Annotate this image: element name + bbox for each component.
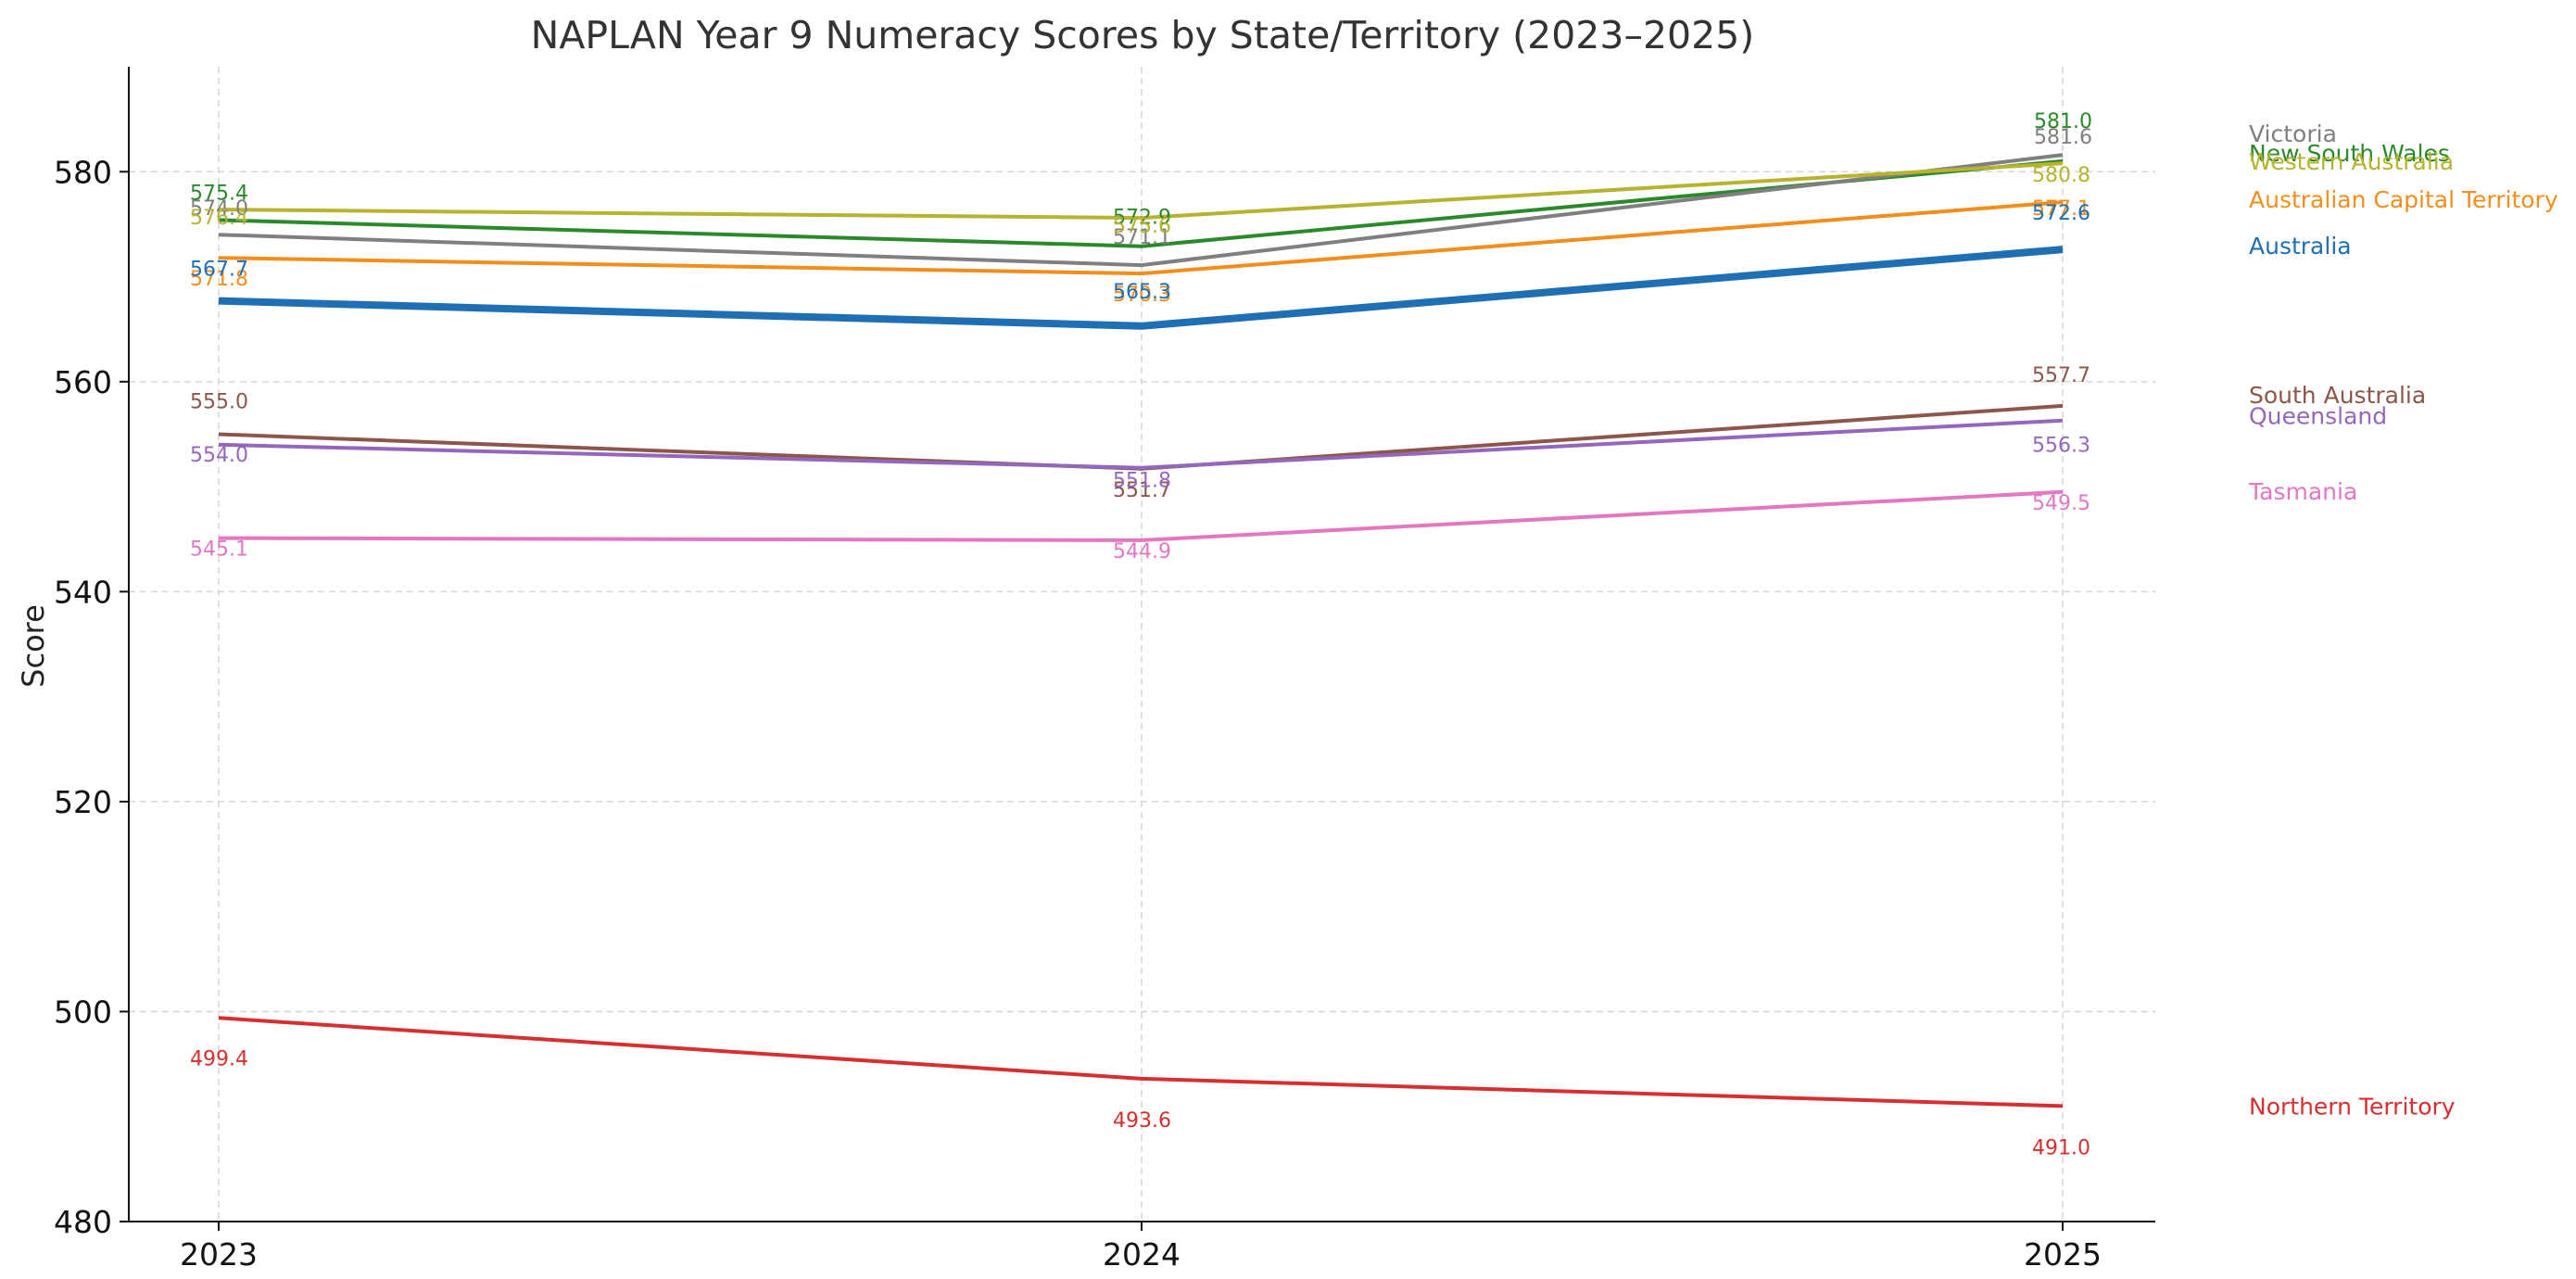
- data-label-new-south-wales: 581.0: [2034, 110, 2092, 133]
- series-lines: [218, 153, 2064, 1108]
- data-label-south-australia: 557.7: [2032, 364, 2090, 387]
- grid: [129, 67, 2155, 1222]
- data-label-australia: 567.7: [190, 259, 248, 282]
- data-label-south-australia: 555.0: [190, 390, 248, 413]
- axes: 480 500 520 540 560 580 2023 2024 2025: [54, 67, 2155, 1273]
- series-name-australia: Australia: [2249, 233, 2352, 260]
- x-tick-label: 2024: [1103, 1236, 1181, 1273]
- x-tick-label: 2025: [2024, 1236, 2102, 1273]
- data-label-new-south-wales: 572.9: [1113, 207, 1171, 230]
- chart-title: NAPLAN Year 9 Numeracy Scores by State/T…: [531, 13, 1755, 57]
- series-name-new-south-wales: New South Wales: [2249, 140, 2450, 167]
- data-label-western-australia: 575.6: [1113, 215, 1171, 238]
- series-line-new-south-wales: [218, 158, 2064, 248]
- data-label-western-australia: 580.8: [2032, 164, 2090, 187]
- data-label-south-australia: 551.7: [1113, 479, 1171, 502]
- series-name-western-australia: Western Australia: [2249, 148, 2454, 175]
- series-line-victoria: [218, 153, 2064, 268]
- y-tick-label: 560: [54, 364, 112, 400]
- data-label-victoria: 574.0: [190, 197, 248, 221]
- data-label-tasmania: 549.5: [2032, 492, 2090, 515]
- y-tick-label: 500: [54, 994, 112, 1030]
- data-label-northern-territory: 491.0: [2032, 1136, 2090, 1159]
- series-name-tasmania: Tasmania: [2248, 478, 2357, 505]
- data-label-australia: 565.3: [1113, 281, 1171, 304]
- series-name-south-australia: South Australia: [2249, 382, 2426, 409]
- y-tick-label: 580: [54, 154, 112, 190]
- data-label-australian-capital-territory: 570.3: [1113, 284, 1171, 307]
- data-label-queensland: 556.3: [2032, 435, 2090, 458]
- data-label-australian-capital-territory: 571.8: [190, 268, 248, 291]
- data-label-victoria: 581.6: [2034, 126, 2092, 149]
- series-line-australian-capital-territory: [218, 200, 2064, 276]
- y-axis-title: Score: [16, 604, 51, 688]
- data-labels: 575.4 572.9 581.0 574.0 571.1 581.6 576.4 575.6…: [190, 110, 2092, 1159]
- data-label-northern-territory: 493.6: [1113, 1109, 1171, 1133]
- series-line-south-australia: [218, 403, 2064, 471]
- series-line-northern-territory: [218, 1016, 2064, 1108]
- series-name-australian-capital-territory: Australian Capital Territory: [2249, 186, 2558, 213]
- y-tick-label: 540: [54, 574, 112, 610]
- data-label-new-south-wales: 575.4: [190, 182, 248, 205]
- data-label-australian-capital-territory: 577.1: [2032, 197, 2090, 221]
- series-name-victoria: Victoria: [2249, 120, 2337, 147]
- data-label-victoria: 571.1: [1113, 226, 1171, 249]
- data-label-western-australia: 576.4: [190, 207, 248, 230]
- data-label-queensland: 551.8: [1113, 470, 1171, 493]
- series-name-queensland: Queensland: [2249, 403, 2387, 430]
- series-line-western-australia: [218, 161, 2064, 221]
- data-label-tasmania: 545.1: [190, 538, 248, 562]
- data-label-queensland: 554.0: [190, 444, 248, 467]
- y-tick-label: 520: [54, 784, 112, 820]
- series-line-tasmania: [218, 489, 2064, 542]
- data-label-australia: 572.6: [2032, 202, 2090, 225]
- x-tick-label: 2023: [180, 1236, 258, 1273]
- series-name-northern-territory: Northern Territory: [2249, 1093, 2456, 1120]
- data-label-northern-territory: 499.4: [190, 1047, 248, 1070]
- series-line-queensland: [218, 418, 2064, 470]
- y-tick-label: 480: [54, 1204, 112, 1240]
- series-line-australia: [218, 246, 2064, 330]
- data-label-tasmania: 544.9: [1113, 540, 1171, 564]
